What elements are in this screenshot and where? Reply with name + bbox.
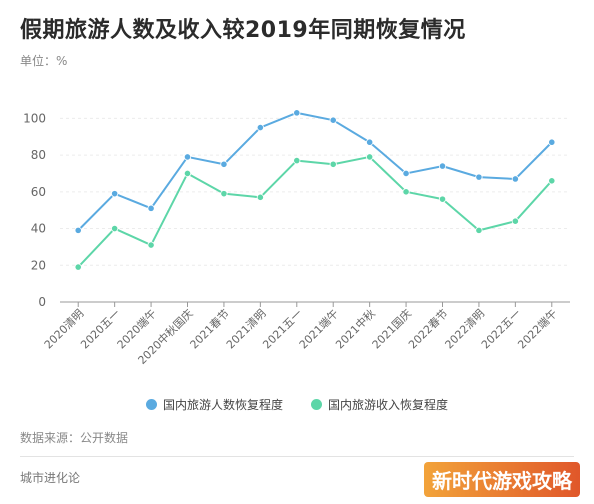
data-point-a <box>329 116 337 124</box>
legend-label-series-b: 国内旅游收入恢复程度 <box>328 398 449 412</box>
line-chart: 0 20 40 60 80 100 2020清明2020五一2020端午2020中秋国庆2… <box>23 109 570 367</box>
legend-label-series-a: 国内旅游人数恢复程度 <box>162 398 283 412</box>
data-point-a <box>147 204 155 212</box>
series-line-b <box>77 155 553 268</box>
data-point-a <box>111 190 119 198</box>
data-point-a <box>548 138 556 146</box>
x-tick-label: 2022端午 <box>515 307 560 352</box>
data-point-b <box>475 226 483 234</box>
y-tick-label: 80 <box>31 148 46 162</box>
x-axis-ticks: 2020清明2020五一2020端午2020中秋国庆2021春节2021清明20… <box>42 302 560 367</box>
data-point-a <box>183 153 192 161</box>
data-point-a <box>511 175 519 183</box>
data-point-b <box>366 153 374 161</box>
data-point-b <box>147 241 155 249</box>
data-point-a <box>402 169 410 178</box>
chart-title: 假期旅游人数及收入较2019年同期恢复情况 <box>20 18 466 43</box>
data-point-b <box>511 217 519 225</box>
data-point-b <box>111 224 119 233</box>
data-point-b <box>183 169 192 178</box>
legend: 国内旅游人数恢复程度 国内旅游收入恢复程度 <box>0 396 594 413</box>
data-point-b <box>548 177 556 185</box>
y-tick-label: 20 <box>31 258 46 272</box>
legend-item-series-b[interactable]: 国内旅游收入恢复程度 <box>311 396 448 413</box>
series-layer <box>74 109 556 271</box>
watermark-badge: 新时代游戏攻略 <box>424 462 580 497</box>
data-point-b <box>402 188 410 196</box>
legend-marker-series-a <box>145 399 157 410</box>
data-point-a <box>475 173 483 181</box>
legend-marker-series-b <box>311 399 322 410</box>
legend-item-series-a[interactable]: 国内旅游人数恢复程度 <box>145 396 283 413</box>
data-point-a <box>256 123 264 132</box>
data-point-b <box>329 160 337 168</box>
data-point-a <box>366 138 374 146</box>
y-tick-label: 40 <box>31 222 46 236</box>
unit-label: 单位：% <box>20 54 68 68</box>
y-tick-label: 60 <box>31 185 46 199</box>
data-point-b <box>220 190 228 198</box>
data-point-b <box>293 157 301 165</box>
data-point-a <box>438 162 447 170</box>
data-point-a <box>293 109 301 117</box>
data-source: 数据来源：公开数据 <box>20 431 129 445</box>
data-point-a <box>220 160 228 168</box>
y-tick-label: 100 <box>23 111 46 125</box>
series-line-a <box>77 111 553 232</box>
data-point-b <box>438 195 447 203</box>
y-axis-ticks: 0 20 40 60 80 100 <box>23 111 46 309</box>
data-point-b <box>74 263 82 271</box>
grid-lines <box>60 117 570 303</box>
y-tick-label: 0 <box>38 295 46 309</box>
brand-name: 城市进化论 <box>20 471 81 485</box>
data-point-a <box>74 226 82 234</box>
data-point-b <box>256 193 264 201</box>
footer-divider <box>20 456 574 457</box>
